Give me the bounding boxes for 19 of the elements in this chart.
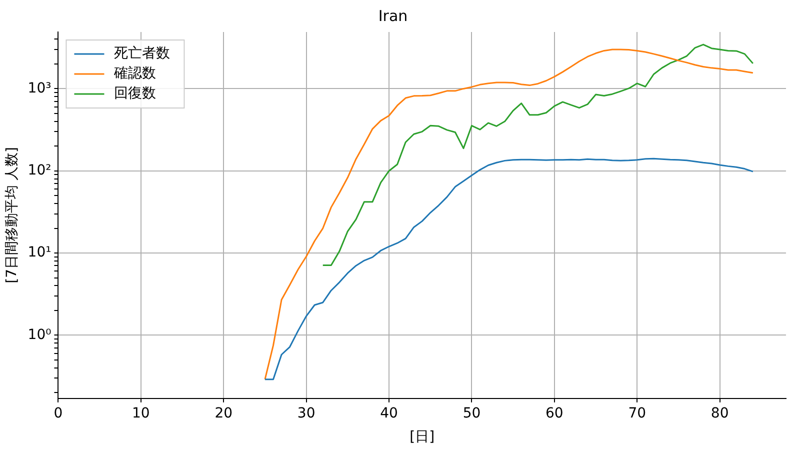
- y-tick-label: 10²: [28, 162, 52, 178]
- x-tick-label: 20: [214, 405, 233, 422]
- x-tick-label: 30: [297, 405, 316, 422]
- x-tick-label: 40: [380, 405, 398, 422]
- y-tick-label: 10¹: [28, 244, 52, 261]
- y-tick-label: 10³: [28, 80, 52, 96]
- x-tick-label: 0: [54, 405, 63, 422]
- x-tick-label: 10: [132, 405, 150, 422]
- x-tick-label: 60: [546, 405, 564, 422]
- y-tick-label: 10⁰: [28, 326, 52, 343]
- x-tick-label: 80: [710, 405, 729, 422]
- x-tick-label: 50: [462, 405, 481, 422]
- legend-label: 確認数: [113, 66, 156, 82]
- x-axis-title: [日]: [410, 429, 435, 446]
- x-tick-label: 70: [628, 405, 646, 422]
- legend-label: 死亡者数: [114, 46, 170, 62]
- legend-label: 回復数: [114, 86, 156, 102]
- y-axis-title: [7日間移動平均 人数]: [4, 147, 20, 284]
- chart-title: Iran: [378, 6, 408, 25]
